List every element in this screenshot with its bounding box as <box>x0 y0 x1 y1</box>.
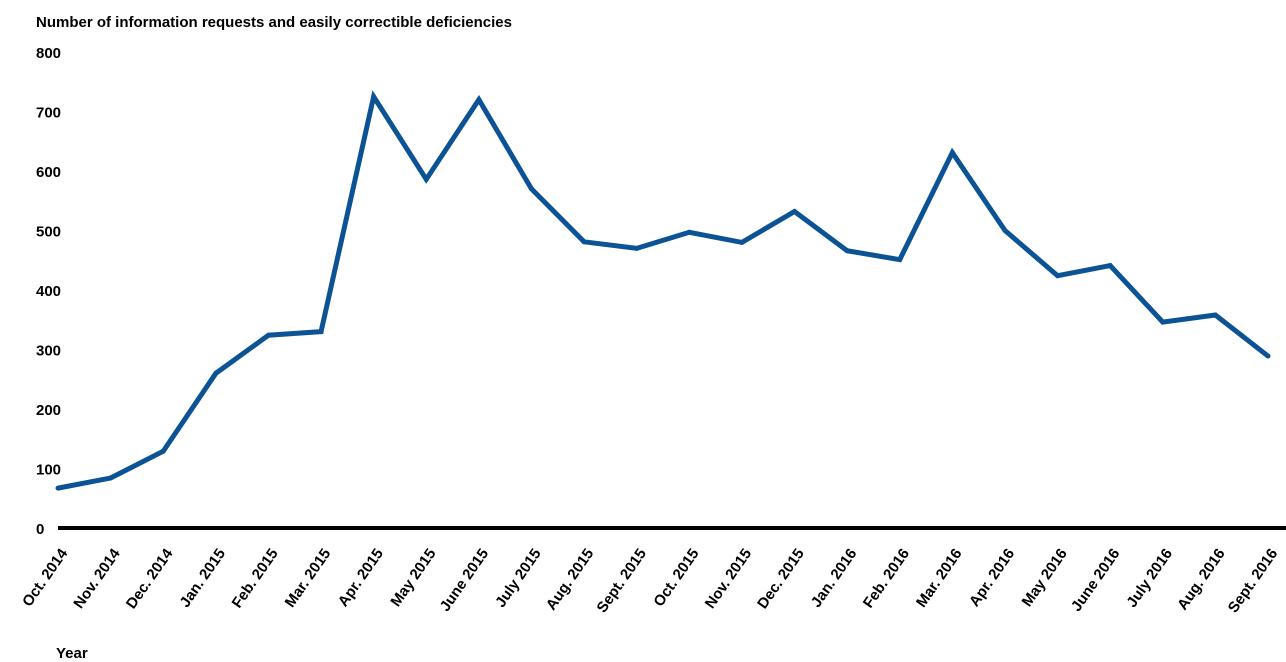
y-tick-label: 100 <box>36 462 61 479</box>
x-tick-label: Sept. 2015 <box>593 546 649 617</box>
y-tick-label: 600 <box>36 164 61 181</box>
y-tick-label: 800 <box>36 45 61 62</box>
data-point <box>686 229 692 235</box>
data-point <box>1107 263 1113 269</box>
x-tick-label: Apr. 2016 <box>966 546 1018 610</box>
x-tick-label: Nov. 2014 <box>70 545 124 612</box>
x-tick-label: Aug. 2016 <box>1174 546 1229 614</box>
y-tick-label: 500 <box>36 224 61 241</box>
data-point <box>949 150 955 156</box>
x-tick-label: Dec. 2014 <box>123 545 177 612</box>
data-point <box>1055 273 1061 279</box>
x-tick-label: Apr. 2015 <box>335 546 387 610</box>
data-point <box>1212 312 1218 318</box>
x-tick-label: Oct. 2014 <box>19 545 72 610</box>
x-tick-label: June 2016 <box>1068 546 1124 615</box>
data-point <box>739 239 745 245</box>
x-tick-label: July 2015 <box>492 546 545 611</box>
data-point <box>581 239 587 245</box>
y-axis-title: Number of information requests and easil… <box>36 14 512 31</box>
data-point <box>371 94 377 100</box>
x-tick-label: Feb. 2015 <box>229 546 282 612</box>
x-tick-label: May 2016 <box>1019 546 1071 610</box>
x-tick-label: Oct. 2015 <box>650 546 702 610</box>
x-tick-label: Dec. 2015 <box>754 546 808 612</box>
data-point <box>213 370 219 376</box>
y-tick-label: 0 <box>36 521 44 538</box>
data-point <box>1160 319 1166 325</box>
x-axis-title: Year <box>56 645 88 662</box>
data-point <box>476 97 482 103</box>
data-point <box>55 485 61 491</box>
data-point <box>897 257 903 263</box>
y-tick-label: 700 <box>36 105 61 122</box>
data-points <box>55 94 1271 491</box>
y-tick-label: 400 <box>36 283 61 300</box>
data-point <box>792 208 798 214</box>
data-point <box>1265 353 1271 359</box>
y-tick-label: 300 <box>36 343 61 360</box>
x-tick-label: June 2015 <box>437 546 493 615</box>
data-point <box>528 186 534 192</box>
x-tick-label: May 2015 <box>387 546 439 610</box>
x-tick-label: Aug. 2015 <box>543 546 598 614</box>
data-point <box>265 332 271 338</box>
x-tick-label: Mar. 2015 <box>282 546 335 611</box>
data-point <box>844 248 850 254</box>
x-tick-label: Nov. 2015 <box>702 546 755 612</box>
y-tick-label: 200 <box>36 402 61 419</box>
x-tick-label: July 2016 <box>1123 546 1176 611</box>
x-tick-label: Mar. 2016 <box>913 546 966 611</box>
x-tick-label: Sept. 2016 <box>1225 546 1281 617</box>
x-tick-label: Feb. 2016 <box>860 546 913 612</box>
series-line <box>57 90 1270 491</box>
data-point <box>318 329 324 335</box>
data-point <box>108 475 114 481</box>
y-axis-ticks: 0 100 200 300 400 500 600 700 800 <box>36 45 61 538</box>
x-tick-label: Jan. 2015 <box>176 546 229 611</box>
x-tick-label: Jan. 2016 <box>808 546 861 611</box>
data-point <box>634 245 640 251</box>
data-point <box>423 176 429 182</box>
data-point <box>160 448 166 454</box>
data-point <box>1002 228 1008 233</box>
